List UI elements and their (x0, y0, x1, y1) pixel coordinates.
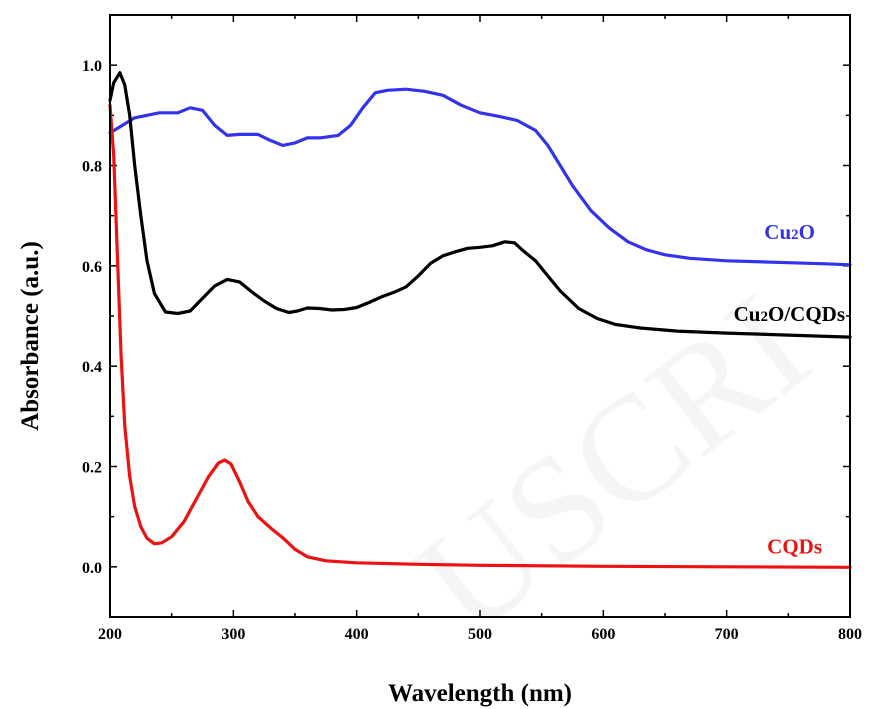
y-tick-label: 1.0 (82, 58, 102, 75)
series-label: CQDs (767, 534, 822, 558)
x-tick-label: 500 (468, 626, 492, 643)
series-line-cu2o-cqds (108, 71, 852, 339)
plot-frame (109, 14, 851, 618)
y-tick-label: 0.6 (82, 259, 102, 276)
series-label: Cu2O/CQDs (734, 302, 845, 326)
x-tick-label: 600 (591, 626, 615, 643)
y-axis-title: Absorbance (a.u.) (17, 241, 44, 431)
x-tick-label: 400 (345, 626, 369, 643)
x-tick-label: 300 (221, 626, 245, 643)
series-line-cqds (108, 103, 852, 569)
x-tick-label: 800 (838, 626, 862, 643)
series-labels: Cu2O Cu2O/CQDs CQDs (734, 220, 845, 559)
series-layer (108, 71, 852, 569)
y-tick-label: 0.4 (82, 359, 102, 376)
x-axis-title: Wavelength (nm) (388, 680, 572, 707)
tick-labels: 200 300 400 500 600 700 800 0.0 0.2 0.4 0.6 0.8 1.0 (82, 58, 862, 643)
y-tick-label: 0.0 (82, 560, 102, 577)
y-tick-label: 0.8 (82, 159, 102, 176)
series-label: Cu2O (764, 220, 815, 244)
y-tick-label: 0.2 (82, 460, 102, 477)
x-tick-label: 200 (98, 626, 122, 643)
x-tick-label: 700 (715, 626, 739, 643)
series-line-cu2o (108, 87, 852, 267)
